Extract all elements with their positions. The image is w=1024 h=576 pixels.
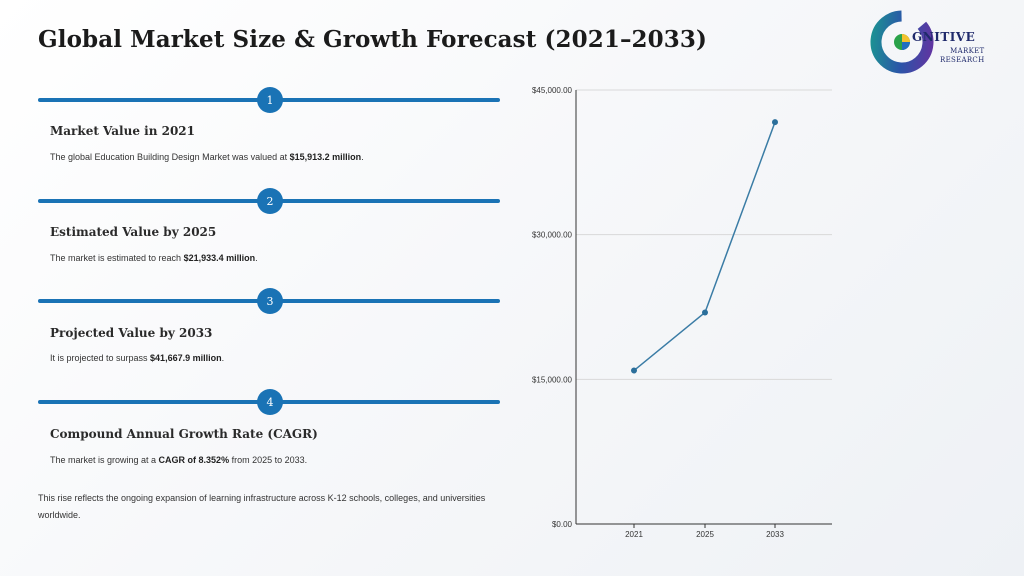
step-3-badge: 3: [257, 288, 283, 314]
step-1-badge: 1: [257, 87, 283, 113]
step-1-heading: Market Value in 2021: [50, 124, 195, 138]
step-3-text: It is projected to surpass $41,667.9 mil…: [50, 353, 225, 363]
step-3-heading: Projected Value by 2033: [50, 326, 213, 340]
y-tick-label: $45,000.00: [532, 86, 573, 95]
step-1-text: The global Education Building Design Mar…: [50, 152, 364, 162]
data-point: [702, 309, 708, 316]
logo-subtitle: MARKET RESEARCH: [940, 47, 985, 64]
x-tick-label: 2025: [696, 530, 714, 539]
logo-wordmark: GNITIVE: [912, 30, 976, 44]
step-4-text: The market is growing at a CAGR of 8.352…: [50, 455, 308, 465]
y-tick-label: $15,000.00: [532, 375, 573, 384]
x-tick-label: 2033: [766, 530, 784, 539]
data-point: [631, 367, 637, 374]
market-size-line-chart: $0.00 $15,000.00 $30,000.00 $45,000.00 2021 2…: [532, 86, 832, 539]
step-2-text: The market is estimated to reach $21,933…: [50, 253, 258, 263]
step-2-heading: Estimated Value by 2025: [50, 225, 217, 239]
logo-ring-icon: [870, 10, 934, 74]
step-4-heading: Compound Annual Growth Rate (CAGR): [50, 427, 318, 441]
y-tick-label: $0.00: [552, 520, 573, 529]
data-point: [772, 119, 778, 126]
step-4-badge: 4: [257, 389, 283, 415]
series-line: [633, 121, 776, 372]
x-tick-label: 2021: [625, 530, 643, 539]
footer-note: This rise reflects the ongoing expansion…: [38, 493, 486, 520]
page-title: Global Market Size & Growth Forecast (20…: [38, 26, 707, 53]
company-logo: GNITIVE MARKET RESEARCH: [868, 8, 984, 76]
y-tick-label: $30,000.00: [532, 231, 573, 240]
step-2-badge: 2: [257, 188, 283, 214]
